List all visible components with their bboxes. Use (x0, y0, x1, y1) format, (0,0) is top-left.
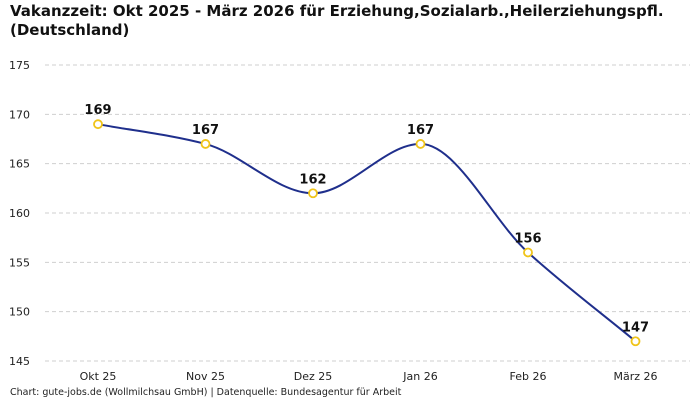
data-point (630, 336, 641, 347)
y-tick-label: 165 (9, 158, 30, 171)
y-tick-label: 160 (9, 207, 30, 220)
x-tick-label: Dez 25 (294, 370, 333, 383)
y-tick-label: 175 (9, 59, 30, 72)
series-line (97, 123, 637, 343)
chart-source-note: Chart: gute-jobs.de (Wollmilchsau GmbH) … (10, 387, 402, 398)
data-label: 147 (622, 320, 649, 335)
data-label: 167 (192, 123, 219, 138)
y-tick-label: 150 (9, 306, 30, 319)
chart-title-line1: Vakanzzeit: Okt 2025 - März 2026 für Erz… (10, 2, 664, 20)
x-tick-label: Jan 26 (402, 370, 437, 383)
y-tick-label: 155 (9, 256, 30, 269)
data-point (93, 119, 103, 130)
x-tick-label: Feb 26 (510, 370, 547, 383)
y-tick-label: 170 (9, 108, 30, 121)
data-point (200, 139, 211, 149)
data-label: 167 (407, 123, 434, 138)
x-tick-label: März 26 (613, 370, 657, 383)
data-point (308, 188, 318, 199)
data-label: 169 (84, 103, 111, 118)
data-label: 156 (514, 231, 541, 246)
x-tick-label: Nov 25 (186, 370, 225, 383)
data-point (415, 139, 426, 149)
data-label: 162 (299, 172, 326, 187)
data-point (523, 247, 533, 258)
chart-title-line2: (Deutschland) (10, 21, 130, 39)
chart-title: Vakanzzeit: Okt 2025 - März 2026 für Erz… (10, 2, 690, 40)
y-tick-label: 145 (9, 355, 30, 368)
x-tick-label: Okt 25 (80, 370, 117, 383)
